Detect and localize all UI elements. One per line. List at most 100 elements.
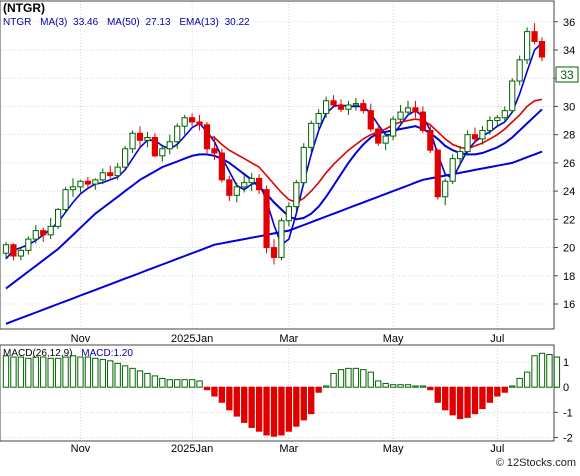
x-tick-label: 2025Jan	[171, 333, 213, 345]
macd-bar	[322, 385, 330, 388]
price-panel-frame	[0, 0, 555, 330]
legend-ma3-label: MA(3)	[40, 17, 67, 28]
macd-bar	[509, 385, 516, 388]
macd-bar	[114, 362, 121, 388]
candle-body	[99, 172, 106, 181]
ticker-label: (NTGR)	[3, 1, 45, 15]
candle-body	[501, 110, 508, 119]
macd-bar	[278, 386, 285, 436]
candle-body	[248, 177, 255, 184]
macd-bar	[129, 367, 136, 388]
last-price-badge: 33	[560, 68, 574, 82]
candle-body	[270, 247, 278, 258]
macd-bar	[218, 386, 226, 403]
macd-x-tick-label: May	[383, 443, 404, 455]
candle-body	[375, 128, 382, 144]
candle-body	[166, 141, 173, 150]
macd-bar	[107, 360, 114, 388]
macd-bar	[464, 386, 471, 418]
price-tick-label: 28	[563, 130, 575, 142]
series-line-ema13	[206, 98, 543, 204]
candlesticks	[2, 23, 546, 265]
macd-bar	[77, 356, 84, 388]
macd-bar	[553, 356, 561, 388]
candle-body	[151, 136, 158, 157]
macd-bar	[40, 356, 47, 388]
candle-body	[300, 146, 307, 184]
candle-body	[412, 107, 419, 113]
candle-body	[308, 122, 315, 148]
macd-bar	[546, 354, 553, 388]
candle-body	[285, 206, 292, 222]
candle-body	[464, 134, 471, 153]
candle-body	[136, 132, 144, 141]
candle-body	[159, 148, 166, 157]
macd-bar	[144, 372, 151, 388]
candle-body	[263, 189, 270, 249]
legend-ma50-label: MA(50)	[107, 17, 140, 28]
candle-body	[189, 117, 196, 123]
x-tick-label: Nov	[71, 333, 91, 345]
macd-bar	[501, 386, 508, 393]
price-tick-label: 22	[563, 214, 575, 226]
macd-tick-label: 1	[563, 357, 569, 369]
macd-bar	[25, 357, 32, 388]
candle-body	[330, 100, 337, 106]
macd-bar	[32, 356, 39, 388]
macd-histogram	[2, 352, 561, 437]
macd-x-tick-label: Nov	[71, 443, 91, 455]
candle-body	[129, 132, 136, 150]
candle-body	[32, 230, 39, 240]
legend-ema13-value: 30.22	[225, 17, 250, 28]
macd-bar	[337, 369, 345, 388]
macd-bar	[471, 386, 479, 415]
macd-bar	[233, 386, 240, 417]
macd-bar	[434, 386, 441, 403]
macd-bar	[412, 385, 419, 388]
macd-bar	[285, 386, 293, 432]
macd-bar	[389, 384, 397, 388]
candle-body	[55, 208, 62, 227]
macd-panel-frame	[0, 344, 555, 442]
candle-body	[196, 121, 203, 126]
macd-bar	[17, 356, 25, 388]
macd-x-tick-label: Jul	[490, 443, 504, 455]
price-tick-label: 36	[563, 17, 575, 29]
legend-symbol: NTGR	[3, 17, 31, 28]
macd-x-tick-label: 2025Jan	[171, 443, 213, 455]
candle-body	[47, 225, 54, 236]
macd-bar	[382, 382, 389, 388]
macd-x-axis: Nov2025JanMarMayJulSep	[71, 443, 505, 455]
candle-body	[226, 179, 233, 196]
candle-body	[494, 117, 501, 122]
macd-tick-label: -2	[563, 432, 573, 444]
candle-body	[293, 182, 300, 208]
candle-body	[509, 80, 516, 112]
macd-bar	[538, 352, 546, 388]
macd-bar	[121, 365, 129, 388]
macd-bar	[99, 359, 106, 388]
macd-bar	[270, 386, 278, 437]
candle-body	[323, 100, 330, 114]
price-tick-label: 34	[563, 45, 575, 57]
x-tick-label: Mar	[279, 333, 298, 345]
macd-bar	[62, 356, 69, 388]
macd-bar	[486, 386, 494, 403]
macd-bar	[54, 357, 62, 388]
candle-body	[211, 148, 218, 154]
macd-bar	[92, 357, 99, 388]
candle-body	[367, 110, 374, 130]
macd-bar	[375, 380, 382, 388]
macd-tick-label: -1	[563, 407, 573, 419]
candle-body	[404, 107, 412, 113]
macd-bar	[263, 386, 270, 436]
watermark: © 12Stocks.com	[495, 457, 576, 469]
candle-body	[181, 117, 188, 127]
price-x-axis: Nov2025JanMarMayJulSep	[71, 333, 505, 345]
candle-body	[337, 104, 345, 110]
price-tick-label: 18	[563, 271, 575, 283]
macd-bar	[188, 379, 196, 388]
candle-body	[390, 118, 397, 137]
macd-bar	[360, 369, 367, 388]
